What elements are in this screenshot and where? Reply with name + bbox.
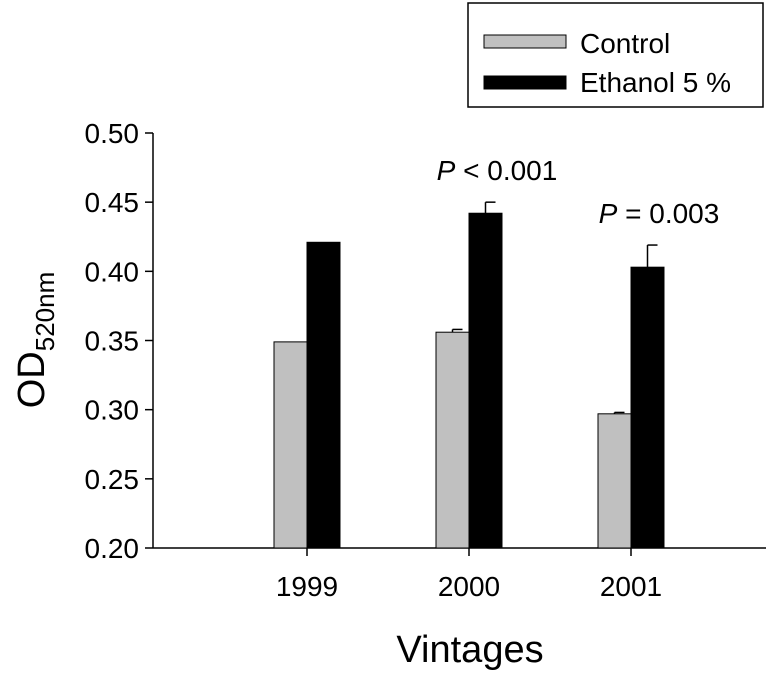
- y-tick-label: 0.25: [85, 464, 140, 495]
- bar-ethanol-2001: [630, 266, 665, 549]
- y-axis-label-subscript: 520nm: [30, 272, 60, 352]
- legend-label-ethanol: Ethanol 5 %: [580, 67, 731, 98]
- legend-swatch-control: [483, 34, 567, 49]
- p-value-text: < 0.001: [455, 155, 557, 186]
- y-tick-label: 0.50: [85, 118, 140, 149]
- bar-ethanol-1999: [306, 241, 341, 549]
- y-axis-label-main: OD: [11, 351, 53, 408]
- x-axis-label: Vintages: [396, 629, 543, 671]
- y-tick-label: 0.40: [85, 256, 140, 287]
- legend-box: [467, 2, 764, 108]
- bar-control-2000: [435, 331, 470, 549]
- p-value-italic: P: [437, 155, 456, 186]
- p-value-annotation: P < 0.001: [437, 155, 558, 186]
- x-tick-label: 2000: [438, 571, 500, 602]
- p-value-text: = 0.003: [617, 198, 719, 229]
- bar-ethanol-2000: [468, 212, 503, 549]
- p-value-annotation: P = 0.003: [599, 198, 720, 229]
- plot-area: 0.20 0.25 0.30 0.35 0.40 0.45 0.50 1999 2000 2001…: [85, 118, 766, 602]
- y-axis-label: OD520nm: [11, 272, 60, 409]
- legend-label-control: Control: [580, 28, 670, 59]
- y-tick-label: 0.20: [85, 533, 140, 564]
- x-tick-label: 1999: [276, 571, 338, 602]
- bar-control-2001: [597, 413, 632, 549]
- bar-control-1999: [273, 341, 308, 549]
- legend-swatch-ethanol: [483, 75, 567, 90]
- y-tick-label: 0.30: [85, 395, 140, 426]
- y-tick-label: 0.45: [85, 187, 140, 218]
- y-tick-label: 0.35: [85, 326, 140, 357]
- x-tick-label: 2001: [600, 571, 662, 602]
- legend: Control Ethanol 5 %: [467, 2, 764, 108]
- p-value-italic: P: [599, 198, 618, 229]
